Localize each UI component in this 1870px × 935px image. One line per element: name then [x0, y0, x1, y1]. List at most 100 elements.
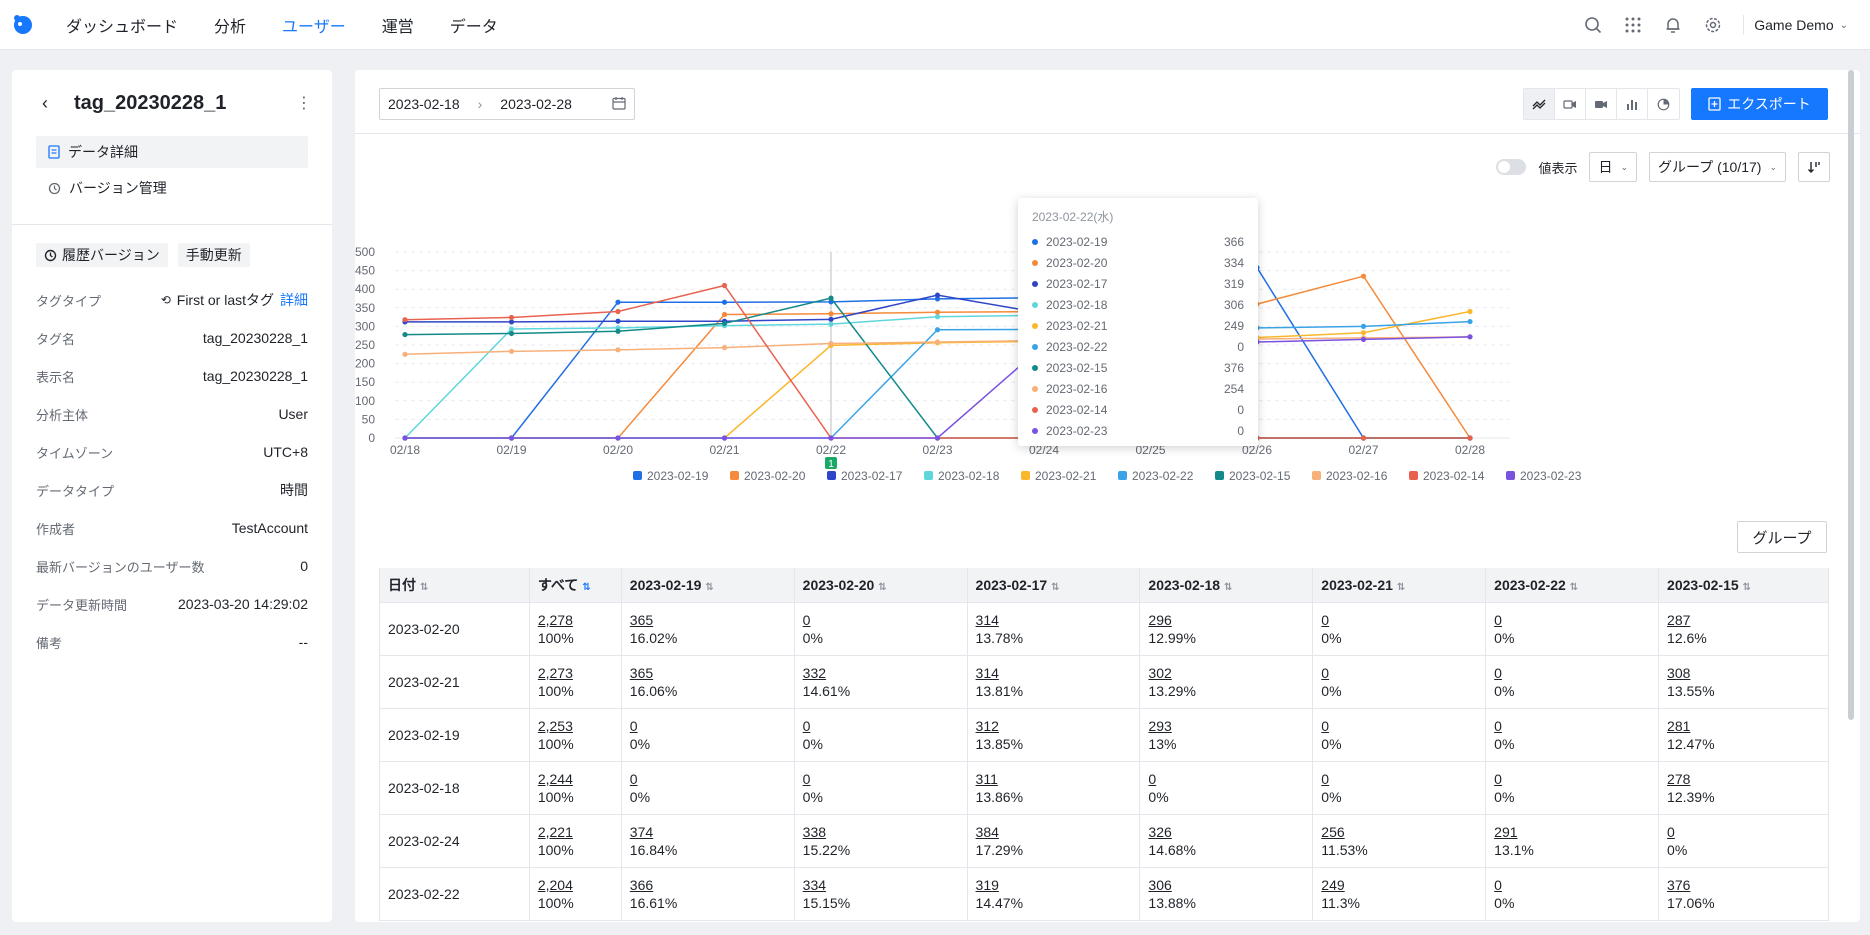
cell-count-link[interactable]: 256 — [1321, 823, 1345, 840]
x-tick-label: 02/28 — [1455, 443, 1485, 457]
cell-count-link[interactable]: 302 — [1148, 664, 1172, 681]
export-button[interactable]: エクスポート — [1691, 88, 1828, 120]
cell-count-link[interactable]: 281 — [1667, 717, 1691, 734]
sort-icon[interactable]: ⇅ — [1051, 581, 1060, 593]
cell-count-link[interactable]: 0 — [1321, 717, 1330, 734]
page-scrollbar[interactable] — [1848, 70, 1854, 720]
menu-version-management[interactable]: バージョン管理 — [36, 172, 308, 204]
nav-item[interactable]: 運営 — [381, 18, 414, 36]
nav-item[interactable]: 分析 — [214, 18, 247, 36]
detail-link[interactable]: 詳細 — [280, 292, 308, 308]
column-header[interactable]: 日付 ⇅ — [379, 568, 530, 603]
area-view-button[interactable] — [1555, 89, 1586, 119]
cell-count-link[interactable]: 366 — [629, 876, 654, 893]
cell-count-link[interactable]: 365 — [629, 611, 654, 628]
column-header[interactable]: 2023-02-21 ⇅ — [1312, 568, 1487, 603]
group-button[interactable]: グループ — [1737, 521, 1827, 553]
apps-grid-icon[interactable] — [1613, 0, 1653, 50]
app-logo[interactable] — [6, 8, 40, 42]
sort-icon[interactable]: ⇅ — [878, 581, 887, 593]
column-header[interactable]: 2023-02-20 ⇅ — [794, 568, 968, 603]
cell-count-link[interactable]: 2,221 — [537, 823, 573, 840]
nav-item[interactable]: ダッシュボード — [66, 18, 179, 36]
column-header[interactable]: 2023-02-19 ⇅ — [621, 568, 795, 603]
cell-count-link[interactable]: 308 — [1667, 664, 1691, 681]
cell-count-link[interactable]: 0 — [1494, 770, 1502, 787]
sort-icon[interactable]: ⇅ — [1569, 581, 1579, 593]
sort-icon[interactable]: ⇅ — [705, 581, 714, 593]
sort-icon[interactable]: ⇅ — [1224, 581, 1233, 593]
cell-count-link[interactable]: 311 — [975, 770, 998, 787]
cell-count-link[interactable]: 376 — [1667, 876, 1691, 893]
cell-count-link[interactable]: 319 — [975, 876, 999, 893]
show-values-toggle[interactable] — [1496, 159, 1527, 175]
project-switcher[interactable]: Game Demo ⌄ — [1754, 17, 1848, 33]
column-header[interactable]: 2023-02-18 ⇅ — [1139, 568, 1314, 603]
cell-count-link[interactable]: 249 — [1321, 876, 1345, 893]
nav-item[interactable]: ユーザー — [282, 18, 346, 36]
sort-icon[interactable]: ⇅ — [1742, 581, 1752, 593]
column-header[interactable]: 2023-02-15 ⇅ — [1658, 568, 1829, 603]
cell-count-link[interactable]: 332 — [802, 664, 827, 681]
cell-count-link[interactable]: 0 — [802, 611, 811, 628]
pie-chart-view-button[interactable] — [1648, 89, 1679, 119]
line-chart-view-button[interactable] — [1524, 89, 1555, 119]
cell-count-link[interactable]: 0 — [629, 770, 638, 787]
cell-count-link[interactable]: 334 — [802, 876, 827, 893]
cell-count-link[interactable]: 0 — [1494, 876, 1502, 893]
cell-count-link[interactable]: 291 — [1494, 823, 1518, 840]
cell-count-link[interactable]: 0 — [1494, 717, 1502, 734]
cell-count-link[interactable]: 314 — [975, 664, 999, 681]
cell-count-link[interactable]: 2,273 — [537, 664, 573, 681]
cell-count-link[interactable]: 0 — [1321, 770, 1330, 787]
cell-count-link[interactable]: 384 — [975, 823, 999, 840]
cell-count-link[interactable]: 287 — [1667, 611, 1691, 628]
cell-count-link[interactable]: 2,204 — [537, 876, 573, 893]
cell-count-link[interactable]: 0 — [1667, 823, 1675, 840]
more-options-icon[interactable]: ⋮ — [296, 95, 312, 112]
sort-icon[interactable]: ⇅ — [1396, 581, 1406, 593]
cell-count-link[interactable]: 365 — [629, 664, 654, 681]
cell-count-link[interactable]: 0 — [1494, 664, 1502, 681]
sort-icon[interactable]: ⇅ — [420, 581, 429, 593]
column-header[interactable]: すべて ⇅ — [529, 568, 622, 603]
table-cell: 302 13.29% — [1139, 655, 1314, 709]
menu-data-detail[interactable]: データ詳細 — [36, 136, 308, 168]
cell-count-link[interactable]: 0 — [802, 770, 811, 787]
cell-count-link[interactable]: 0 — [1148, 770, 1157, 787]
cell-count-link[interactable]: 278 — [1667, 770, 1691, 787]
cell-count-link[interactable]: 312 — [975, 717, 999, 734]
cell-count-link[interactable]: 2,244 — [537, 770, 573, 787]
cell-count-link[interactable]: 0 — [1321, 664, 1330, 681]
cell-count-link[interactable]: 0 — [1321, 611, 1330, 628]
nav-item[interactable]: データ — [449, 18, 498, 36]
cell-count-link[interactable]: 296 — [1148, 611, 1172, 628]
date-range-picker[interactable]: 2023-02-18 › 2023-02-28 — [379, 88, 635, 120]
cell-count-link[interactable]: 0 — [629, 717, 638, 734]
cell-count-link[interactable]: 314 — [975, 611, 999, 628]
granularity-select[interactable]: 日 ⌄ — [1589, 152, 1638, 182]
cell-count-link[interactable]: 293 — [1148, 717, 1172, 734]
bar-chart-view-button[interactable] — [1617, 89, 1648, 119]
cell-count-link[interactable]: 0 — [1494, 611, 1502, 628]
cell-count-link[interactable]: 2,253 — [537, 717, 573, 734]
gear-icon[interactable] — [1693, 0, 1733, 50]
sort-icon[interactable]: ⇅ — [582, 581, 591, 593]
bell-icon[interactable] — [1653, 0, 1693, 50]
back-arrow-icon[interactable]: ‹ — [42, 92, 48, 113]
history-version-button[interactable]: 履歴バージョン — [36, 243, 168, 267]
cell-count-link[interactable]: 338 — [802, 823, 827, 840]
cell-count-link[interactable]: 2,278 — [537, 611, 573, 628]
cell-count-link[interactable]: 306 — [1148, 876, 1172, 893]
cell-count-link[interactable]: 0 — [802, 717, 811, 734]
sort-order-button[interactable] — [1798, 152, 1830, 182]
legend-label: 2023-02-19 — [647, 469, 709, 483]
stacked-view-button[interactable] — [1586, 89, 1617, 119]
group-select[interactable]: グループ (10/17) ⌄ — [1649, 152, 1786, 182]
search-icon[interactable] — [1573, 0, 1613, 50]
column-header[interactable]: 2023-02-22 ⇅ — [1485, 568, 1660, 603]
manual-update-button[interactable]: 手動更新 — [177, 243, 250, 267]
cell-count-link[interactable]: 374 — [629, 823, 654, 840]
column-header[interactable]: 2023-02-17 ⇅ — [967, 568, 1141, 603]
cell-count-link[interactable]: 326 — [1148, 823, 1172, 840]
